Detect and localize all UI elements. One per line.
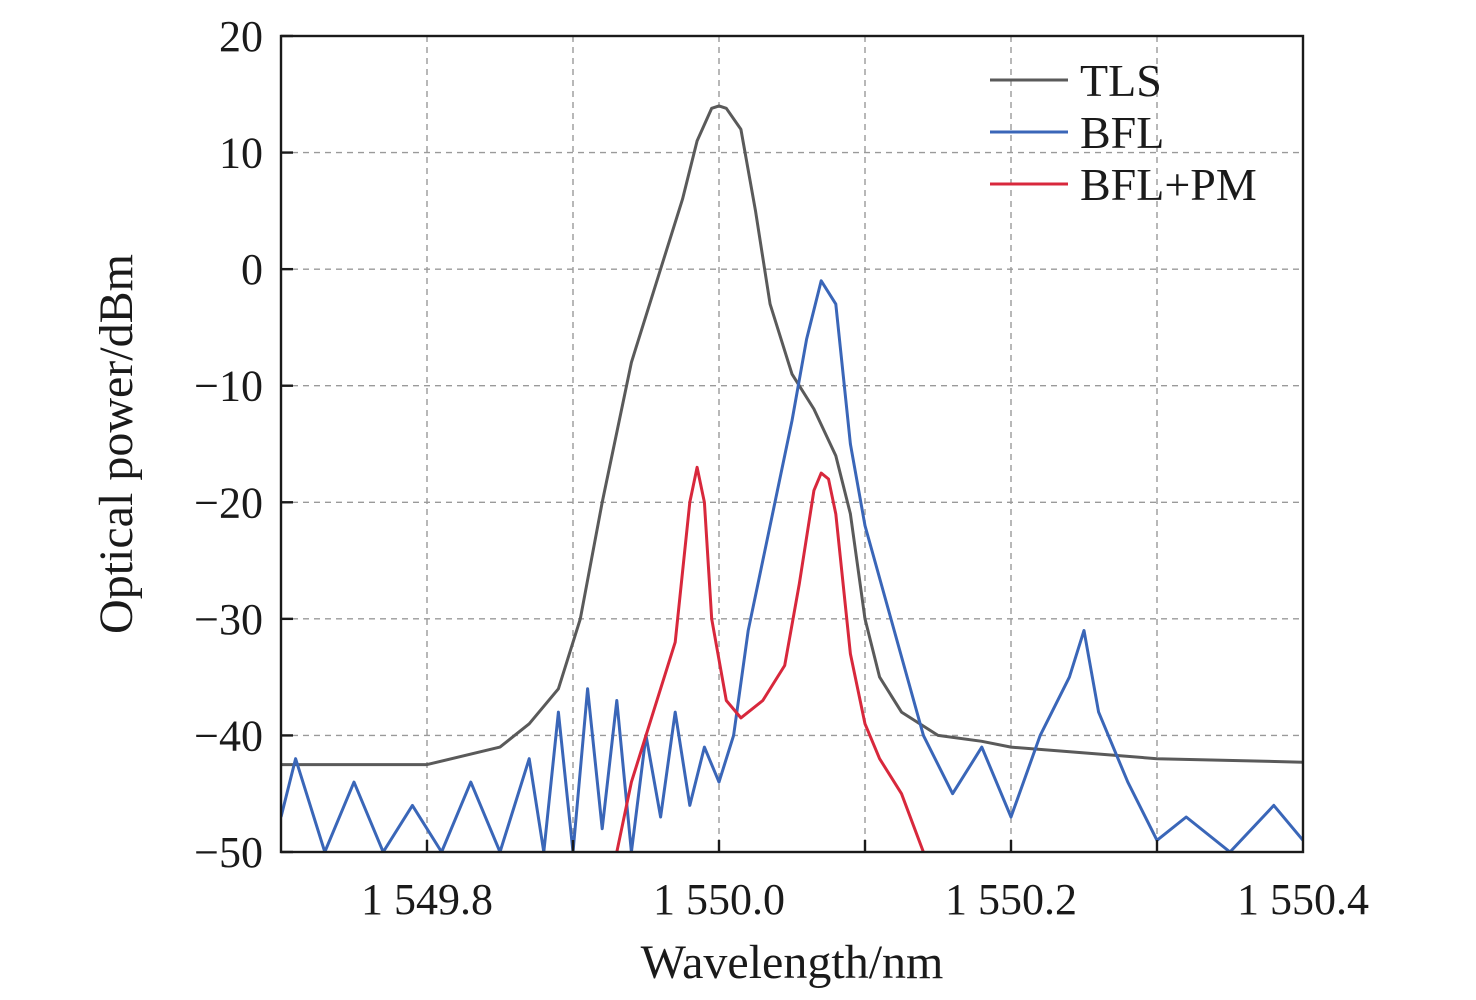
y-tick-label: 20 xyxy=(219,12,263,61)
x-tick-labels: 1 549.8 1 550.0 1 550.2 1 550.4 xyxy=(361,875,1369,924)
legend-label: BFL+PM xyxy=(1080,159,1257,210)
y-tick-label: 0 xyxy=(241,245,263,294)
ticks xyxy=(281,34,1159,854)
x-tick-label: 1 549.8 xyxy=(361,875,493,924)
y-tick-label: −30 xyxy=(194,595,263,644)
legend-label: TLS xyxy=(1080,55,1162,106)
x-axis-title: Wavelength/nm xyxy=(641,936,944,989)
legend-label: BFL xyxy=(1080,107,1164,158)
x-tick-label: 1 550.0 xyxy=(653,875,785,924)
series-line-tls xyxy=(281,104,1303,767)
x-tick-label: 1 550.4 xyxy=(1237,875,1369,924)
y-tick-label: −20 xyxy=(194,478,263,527)
y-tick-label: −50 xyxy=(194,828,263,877)
y-tick-labels: −50 −40 −30 −20 −10 0 10 20 xyxy=(194,12,263,877)
plot-frame xyxy=(279,34,1305,854)
series-line-bfl-pm xyxy=(615,465,925,852)
y-tick-label: 10 xyxy=(219,129,263,178)
x-tick-label: 1 550.2 xyxy=(945,875,1077,924)
series-line-bfl xyxy=(281,279,1303,852)
y-tick-label: −40 xyxy=(194,711,263,760)
y-axis-title: Optical power/dBm xyxy=(90,254,143,634)
series-layer xyxy=(281,104,1303,852)
y-tick-label: −10 xyxy=(194,362,263,411)
